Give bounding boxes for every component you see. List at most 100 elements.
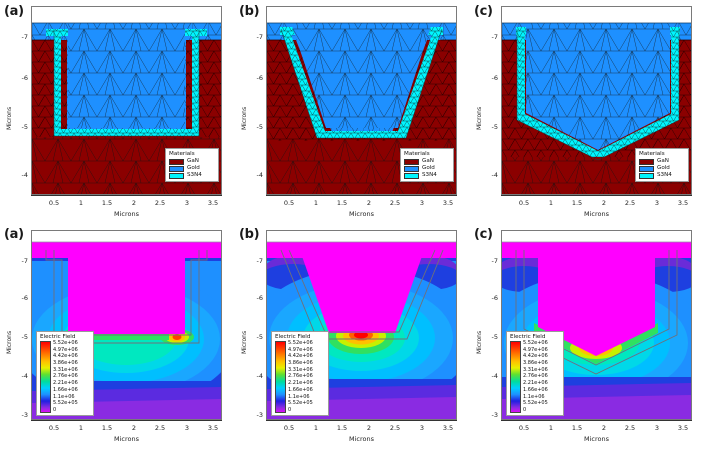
x-axis-line: [501, 195, 692, 196]
x-axis-label: Microns: [113, 435, 139, 443]
swatch-gold: [404, 165, 419, 172]
legend-label: GaN: [657, 158, 669, 164]
x-tick: 2.5: [389, 424, 401, 432]
x-tick: 3: [654, 424, 660, 432]
swatch-s3n4: [169, 172, 184, 179]
y-tick: -7: [491, 33, 498, 41]
x-tick: 3: [184, 199, 190, 207]
x-tick: 3: [419, 199, 425, 207]
y-tick: -6: [21, 294, 28, 302]
level-label: 2.21e+06: [53, 380, 78, 387]
y-tick: -4: [256, 372, 263, 380]
level-label: 5.52e+06: [288, 340, 313, 346]
swatch-gan: [639, 158, 654, 165]
x-tick: 3: [654, 199, 660, 207]
electric-field-legend[interactable]: Electric Field 5.52e+06 4.97e+06 4.42e+0…: [271, 331, 329, 416]
x-tick: 1.5: [571, 424, 583, 432]
materials-legend[interactable]: Materials GaN Gold S3N4: [165, 148, 219, 182]
level-label: 5.52e+05: [523, 400, 548, 407]
materials-legend[interactable]: Materials GaN Gold S3N4: [635, 148, 689, 182]
y-tick: -4: [21, 171, 28, 179]
x-axis-line: [266, 420, 457, 421]
x-tick: 3.5: [207, 199, 219, 207]
level-label: 3.31e+06: [288, 366, 313, 373]
colorbar-wrap: 5.52e+06 4.97e+06 4.42e+06 3.86e+06 3.31…: [40, 341, 90, 413]
colorbar-labels: 5.52e+06 4.97e+06 4.42e+06 3.86e+06 3.31…: [288, 341, 313, 413]
y-tick: -7: [21, 257, 28, 265]
swatch-gold: [169, 165, 184, 172]
colorbar-labels: 5.52e+06 4.97e+06 4.42e+06 3.86e+06 3.31…: [53, 341, 78, 413]
level-label: 1.66e+06: [288, 386, 313, 393]
electric-field-legend[interactable]: Electric Field 5.52e+06 4.97e+06 4.42e+0…: [36, 331, 94, 416]
x-tick: 0.5: [518, 424, 530, 432]
x-tick: 2: [366, 199, 372, 207]
x-tick: 2.5: [389, 199, 401, 207]
panel-mesh-c: (c) Microns -7 -6 -5 -4: [470, 0, 705, 226]
legend-item-gold: Gold: [404, 165, 450, 172]
y-tick: -5: [491, 123, 498, 131]
legend-item-s3n4: S3N4: [639, 172, 685, 179]
level-label: 1.66e+06: [53, 386, 78, 393]
electric-field-legend[interactable]: Electric Field 5.52e+06 4.97e+06 4.42e+0…: [506, 331, 564, 416]
level-label: 4.97e+06: [523, 346, 548, 353]
legend-item-gan: GaN: [639, 158, 685, 165]
x-tick: 1: [78, 199, 84, 207]
level-label: 3.86e+06: [53, 360, 78, 367]
level-label: 5.52e+06: [523, 340, 548, 346]
level-label: 3.31e+06: [523, 366, 548, 373]
legend-label: GaN: [187, 158, 199, 164]
y-tick: -6: [491, 74, 498, 82]
swatch-gan: [404, 158, 419, 165]
legend-item-gan: GaN: [169, 158, 215, 165]
level-label: 4.97e+06: [288, 346, 313, 353]
legend-item-gold: Gold: [169, 165, 215, 172]
x-tick: 1.5: [571, 199, 583, 207]
legend-item-s3n4: S3N4: [169, 172, 215, 179]
panel-label: (c): [474, 4, 493, 19]
x-axis-label: Microns: [583, 435, 609, 443]
x-tick: 2.5: [624, 199, 636, 207]
legend-item-s3n4: S3N4: [404, 172, 450, 179]
level-label: 4.42e+06: [53, 353, 78, 360]
x-tick: 2: [601, 424, 607, 432]
colorbar: [275, 341, 286, 413]
x-tick: 3.5: [677, 199, 689, 207]
level-label: 2.21e+06: [288, 380, 313, 387]
x-tick: 1: [78, 424, 84, 432]
x-axis-line: [31, 195, 222, 196]
level-label: 5.52e+05: [53, 400, 78, 407]
level-label: 3.31e+06: [53, 366, 78, 373]
x-tick: 3.5: [677, 424, 689, 432]
y-tick: -4: [256, 171, 263, 179]
x-tick: 2.5: [624, 424, 636, 432]
legend-label: S3N4: [422, 172, 437, 178]
panel-label: (b): [239, 4, 260, 19]
y-tick: -7: [256, 33, 263, 41]
level-label: 2.76e+06: [288, 373, 313, 380]
x-tick: 3: [184, 424, 190, 432]
materials-legend[interactable]: Materials GaN Gold S3N4: [400, 148, 454, 182]
level-label: 4.42e+06: [288, 353, 313, 360]
y-tick: -5: [21, 333, 28, 341]
level-label: 3.86e+06: [523, 360, 548, 367]
y-tick: -4: [21, 372, 28, 380]
x-tick: 2.5: [154, 424, 166, 432]
level-label: 3.86e+06: [288, 360, 313, 367]
y-tick: -6: [256, 74, 263, 82]
x-axis-line: [31, 420, 222, 421]
level-label: 1.66e+06: [523, 386, 548, 393]
swatch-gold: [639, 165, 654, 172]
swatch-s3n4: [404, 172, 419, 179]
level-label: 4.42e+06: [523, 353, 548, 360]
x-tick: 3.5: [442, 199, 454, 207]
x-tick: 3.5: [442, 424, 454, 432]
legend-title: Electric Field: [40, 334, 76, 340]
y-tick: -6: [21, 74, 28, 82]
legend-item-gold: Gold: [639, 165, 685, 172]
level-label: 2.76e+06: [523, 373, 548, 380]
x-tick: 2: [601, 199, 607, 207]
y-tick: -3: [21, 411, 28, 419]
y-tick: -5: [491, 333, 498, 341]
y-tick: -5: [256, 123, 263, 131]
legend-item-gan: GaN: [404, 158, 450, 165]
